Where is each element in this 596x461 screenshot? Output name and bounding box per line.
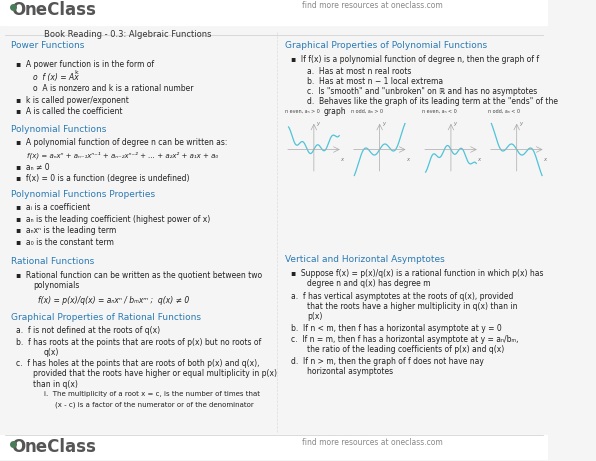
Bar: [0, 435, 548, 460]
Text: x: x: [406, 157, 409, 162]
Text: p(x): p(x): [307, 313, 322, 321]
Text: Vertical and Horizontal Asymptotes: Vertical and Horizontal Asymptotes: [285, 255, 445, 264]
Text: the ratio of the leading coefficients of p(x) and q(x): the ratio of the leading coefficients of…: [307, 345, 504, 355]
Text: y: y: [453, 121, 457, 126]
Text: i.  The multiplicity of a root x = c, is the number of times that: i. The multiplicity of a root x = c, is …: [44, 391, 260, 397]
Text: ▪  A is called the coefficient: ▪ A is called the coefficient: [17, 107, 123, 116]
Text: y: y: [382, 121, 385, 126]
Text: graph: graph: [324, 107, 346, 116]
Text: ▪  If f(x) is a polynomial function of degree n, then the graph of f: ▪ If f(x) is a polynomial function of de…: [291, 55, 539, 64]
Text: Power Functions: Power Functions: [11, 41, 85, 50]
Text: Polynomial Functions: Polynomial Functions: [11, 124, 106, 134]
Text: horizontal asymptotes: horizontal asymptotes: [307, 367, 393, 376]
Text: ▪  Rational function can be written as the quotient between two: ▪ Rational function can be written as th…: [17, 271, 263, 280]
Text: b.  If n < m, then f has a horizontal asymptote at y = 0: b. If n < m, then f has a horizontal asy…: [291, 324, 501, 333]
Text: x: x: [340, 157, 343, 162]
Bar: [0, 0, 548, 25]
Text: x: x: [477, 157, 480, 162]
Text: Polynomial Functions Properties: Polynomial Functions Properties: [11, 190, 155, 200]
Text: than in q(x): than in q(x): [33, 379, 77, 389]
Text: n odd, aₙ > 0: n odd, aₙ > 0: [351, 109, 383, 114]
Text: a.  f has vertical asymptotes at the roots of q(x), provided: a. f has vertical asymptotes at the root…: [291, 292, 513, 301]
Text: f(x) = p(x)/q(x) = aₙxⁿ / bₘxᵐ ;  q(x) ≠ 0: f(x) = p(x)/q(x) = aₙxⁿ / bₘxᵐ ; q(x) ≠ …: [38, 296, 190, 305]
Text: find more resources at oneclass.com: find more resources at oneclass.com: [302, 438, 442, 447]
Text: k: k: [74, 71, 77, 76]
Text: polynomials: polynomials: [33, 281, 79, 290]
Text: ▪  aᵢ is a coefficient: ▪ aᵢ is a coefficient: [17, 203, 91, 213]
Text: n odd, aₙ < 0: n odd, aₙ < 0: [488, 109, 520, 114]
Text: O: O: [11, 1, 25, 19]
Text: b.  Has at most n − 1 local extrema: b. Has at most n − 1 local extrema: [307, 77, 443, 86]
Text: x: x: [544, 157, 547, 162]
Text: ▪  k is called power/exponent: ▪ k is called power/exponent: [17, 96, 129, 105]
Text: o  A is nonzero and k is a rational number: o A is nonzero and k is a rational numbe…: [33, 84, 193, 93]
Text: that the roots have a higher multiplicity in q(x) than in: that the roots have a higher multiplicit…: [307, 302, 517, 311]
Text: neClass: neClass: [24, 438, 97, 456]
Text: ▪  aₙ ≠ 0: ▪ aₙ ≠ 0: [17, 163, 50, 172]
Text: ▪  A polynomial function of degree n can be written as:: ▪ A polynomial function of degree n can …: [17, 138, 228, 148]
Text: Book Reading - 0.3: Algebraic Functions: Book Reading - 0.3: Algebraic Functions: [44, 30, 212, 39]
Text: d.  Behaves like the graph of its leading term at the "ends" of the: d. Behaves like the graph of its leading…: [307, 97, 558, 106]
Text: c.  If n = m, then f has a horizontal asymptote at y = aₙ/bₘ,: c. If n = m, then f has a horizontal asy…: [291, 335, 518, 344]
Text: Graphical Properties of Polynomial Functions: Graphical Properties of Polynomial Funct…: [285, 41, 487, 50]
Text: o  f (x) = Ax: o f (x) = Ax: [33, 73, 79, 82]
Text: degree n and q(x) has degree m: degree n and q(x) has degree m: [307, 279, 430, 288]
Text: c.  f has holes at the points that are roots of both p(x) and q(x),: c. f has holes at the points that are ro…: [17, 359, 260, 368]
Text: ▪  aₙ is the leading coefficient (highest power of x): ▪ aₙ is the leading coefficient (highest…: [17, 215, 211, 224]
Text: d.  If n > m, then the graph of f does not have nay: d. If n > m, then the graph of f does no…: [291, 357, 483, 366]
Text: find more resources at oneclass.com: find more resources at oneclass.com: [302, 1, 442, 10]
Text: c.  Is "smooth" and "unbroken" on ℝ and has no asymptotes: c. Is "smooth" and "unbroken" on ℝ and h…: [307, 87, 537, 96]
Text: a.  f is not defined at the roots of q(x): a. f is not defined at the roots of q(x): [17, 326, 160, 335]
Text: q(x): q(x): [44, 348, 59, 357]
Text: a.  Has at most n real roots: a. Has at most n real roots: [307, 67, 411, 76]
Text: n even, aₙ > 0: n even, aₙ > 0: [285, 109, 320, 114]
Text: Graphical Properties of Rational Functions: Graphical Properties of Rational Functio…: [11, 313, 201, 322]
Text: O: O: [11, 438, 25, 456]
Text: n even, aₙ < 0: n even, aₙ < 0: [422, 109, 457, 114]
Text: b.  f has roots at the points that are roots of p(x) but no roots of: b. f has roots at the points that are ro…: [17, 337, 262, 347]
Text: ▪  Suppose f(x) = p(x)/q(x) is a rational function in which p(x) has: ▪ Suppose f(x) = p(x)/q(x) is a rational…: [291, 269, 543, 278]
Text: provided that the roots have higher or equal multiplicity in p(x): provided that the roots have higher or e…: [33, 369, 277, 378]
Text: ▪  aₙxⁿ is the leading term: ▪ aₙxⁿ is the leading term: [17, 226, 117, 235]
Text: Rational Functions: Rational Functions: [11, 257, 94, 266]
Text: neClass: neClass: [24, 1, 97, 19]
Text: y: y: [316, 121, 319, 126]
Text: f(x) = aₙxⁿ + aₙ₋₁xⁿ⁻¹ + aₙ₋₂xⁿ⁻² + ... + a₂x² + a₁x + a₀: f(x) = aₙxⁿ + aₙ₋₁xⁿ⁻¹ + aₙ₋₂xⁿ⁻² + ... …: [27, 151, 219, 159]
Text: (x - c) is a factor of the numerator or of the denominator: (x - c) is a factor of the numerator or …: [55, 401, 253, 408]
Text: ▪  a₀ is the constant term: ▪ a₀ is the constant term: [17, 238, 114, 247]
Text: y: y: [519, 121, 522, 126]
Text: ▪  f(x) = 0 is a function (degree is undefined): ▪ f(x) = 0 is a function (degree is unde…: [17, 174, 190, 183]
Text: ▪  A power function is in the form of: ▪ A power function is in the form of: [17, 60, 154, 69]
